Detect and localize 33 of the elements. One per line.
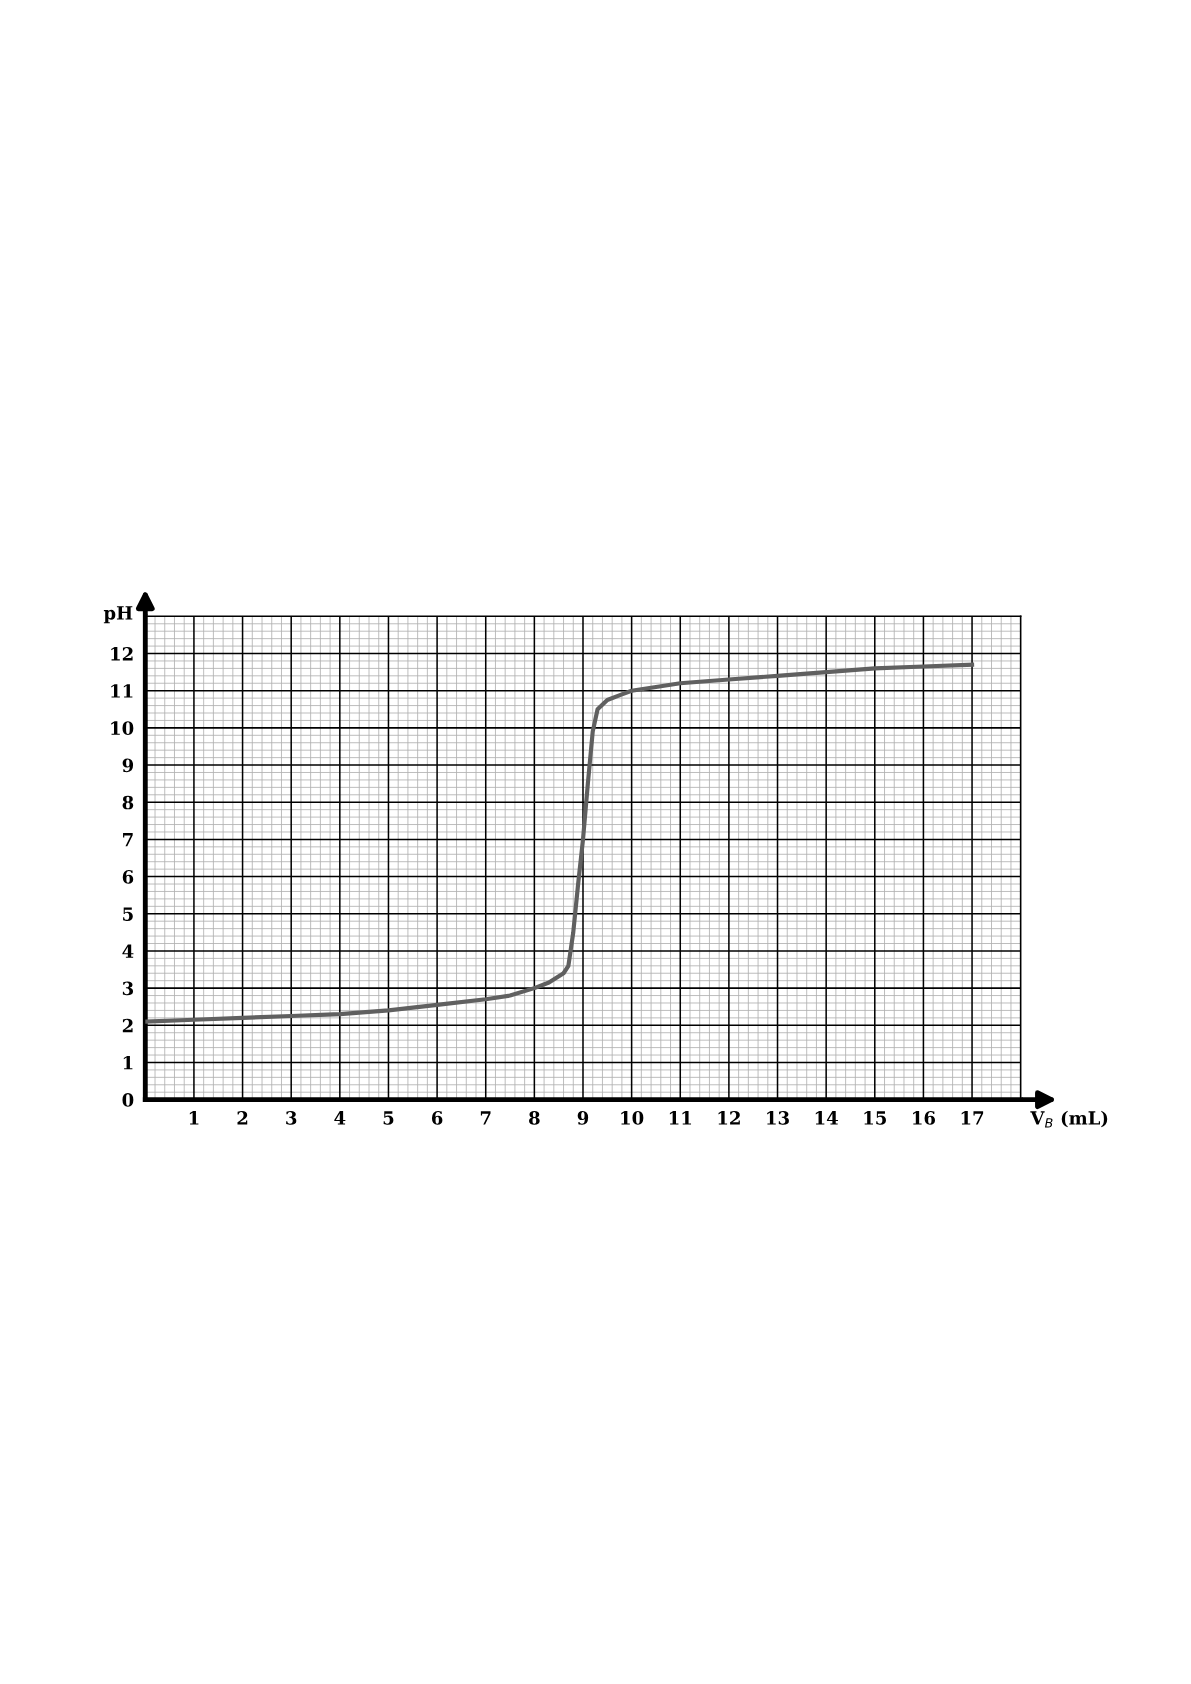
y-tick-label: 2 xyxy=(122,1018,133,1033)
x-tick-label: 15 xyxy=(864,1111,886,1125)
x-tick-label: 6 xyxy=(431,1111,443,1125)
y-tick-label: 1 xyxy=(123,1055,133,1070)
x-tick-label: 4 xyxy=(334,1111,346,1125)
x-tick-label: 14 xyxy=(815,1111,838,1125)
x-axis-title: V$_{B}$ (mL) xyxy=(1030,1110,1108,1128)
x-tick-label: 1 xyxy=(189,1111,199,1125)
x-tick-label: 12 xyxy=(718,1111,740,1125)
x-tick-label: 11 xyxy=(669,1111,692,1125)
y-tick-label: 8 xyxy=(122,795,134,810)
y-tick-label: 0 xyxy=(122,1093,134,1107)
x-tick-label: 3 xyxy=(286,1111,297,1125)
y-tick-label: 10 xyxy=(111,721,134,735)
y-tick-label: 5 xyxy=(123,907,133,921)
x-tick-label: 17 xyxy=(961,1111,984,1125)
x-tick-label: 5 xyxy=(383,1111,394,1125)
line-series xyxy=(145,662,975,1024)
x-tick-label: 9 xyxy=(577,1111,589,1125)
y-tick-label: 12 xyxy=(111,646,133,661)
x-tick-label: 2 xyxy=(237,1111,248,1125)
y-tick-label: 11 xyxy=(111,684,133,698)
x-tick-label: 8 xyxy=(529,1111,540,1125)
y-tick-label: 6 xyxy=(122,870,134,884)
y-tick-label: 9 xyxy=(122,758,134,773)
x-tick-label: 7 xyxy=(480,1111,491,1125)
x-tick-label: 13 xyxy=(767,1111,789,1125)
x-tick-label: 16 xyxy=(913,1111,936,1125)
y-tick-label: 4 xyxy=(122,944,134,958)
x-tick-label: 10 xyxy=(621,1111,644,1125)
y-axis-title: pH xyxy=(103,606,133,624)
y-tick-label: 3 xyxy=(122,981,134,996)
y-tick-label: 7 xyxy=(123,833,133,847)
